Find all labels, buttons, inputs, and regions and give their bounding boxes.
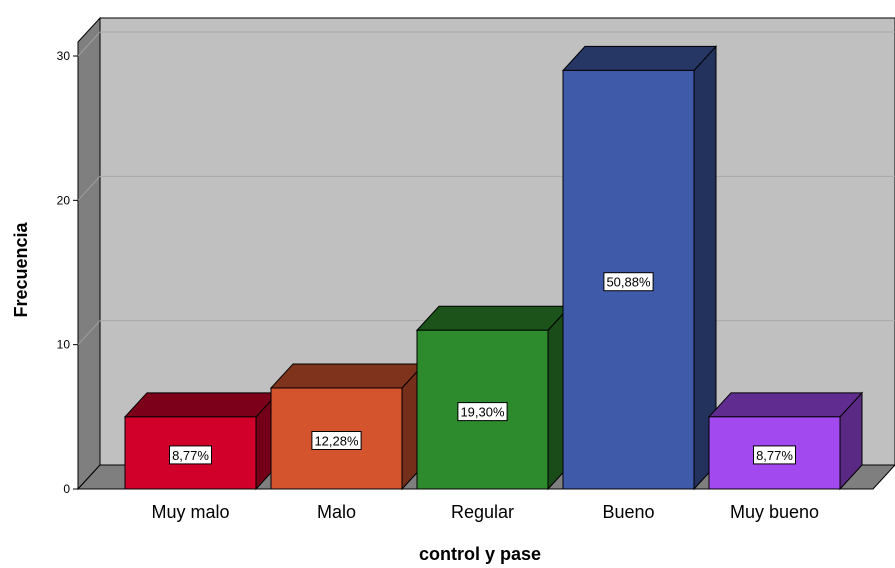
bar-top-face [415, 305, 572, 331]
bar-top-face [561, 45, 718, 71]
data-label-box [753, 445, 796, 465]
bar-3: 19,30% [415, 304, 572, 491]
x-category-label: Muy bueno [730, 502, 819, 522]
y-tick-label: 10 [57, 338, 71, 352]
data-label-box [457, 402, 508, 422]
data-label: 12,28% [314, 433, 359, 448]
gridline-side [77, 175, 101, 201]
bar-top-face [123, 392, 280, 418]
data-label: 8,77% [172, 448, 209, 463]
data-label-box [311, 430, 362, 450]
data-label-box [603, 272, 654, 292]
bar-4: 50,88% [561, 45, 718, 491]
y-tick-label: 30 [57, 49, 71, 63]
bars: 8,77% 12,28% 19,30% 50,88% 8,77% [123, 45, 864, 491]
x-category-label: Malo [317, 502, 356, 522]
gridline-side [77, 320, 101, 346]
x-category-label: Regular [451, 502, 514, 522]
y-axis-ticks: 0 10 20 30 [57, 49, 78, 496]
y-tick-label: 0 [63, 482, 70, 496]
bar-5: 8,77% [707, 391, 864, 491]
y-tick-label: 20 [57, 193, 71, 207]
data-label-box [169, 445, 212, 465]
bar-1: 8,77% [123, 391, 280, 491]
plot-left-wall [77, 16, 101, 491]
data-label: 8,77% [756, 448, 793, 463]
gridline-side [77, 31, 101, 57]
y-axis-label: Frecuencia [11, 221, 31, 317]
bar-2: 12,28% [269, 362, 426, 491]
x-axis-label: control y pase [419, 544, 541, 564]
bar-top-face [269, 363, 426, 389]
x-axis-categories: Muy malo Malo Regular Bueno Muy bueno [151, 502, 819, 522]
bar-top-face [707, 392, 864, 418]
x-category-label: Muy malo [151, 502, 229, 522]
x-category-label: Bueno [602, 502, 654, 522]
data-label: 19,30% [460, 405, 505, 420]
data-label: 50,88% [606, 275, 651, 290]
